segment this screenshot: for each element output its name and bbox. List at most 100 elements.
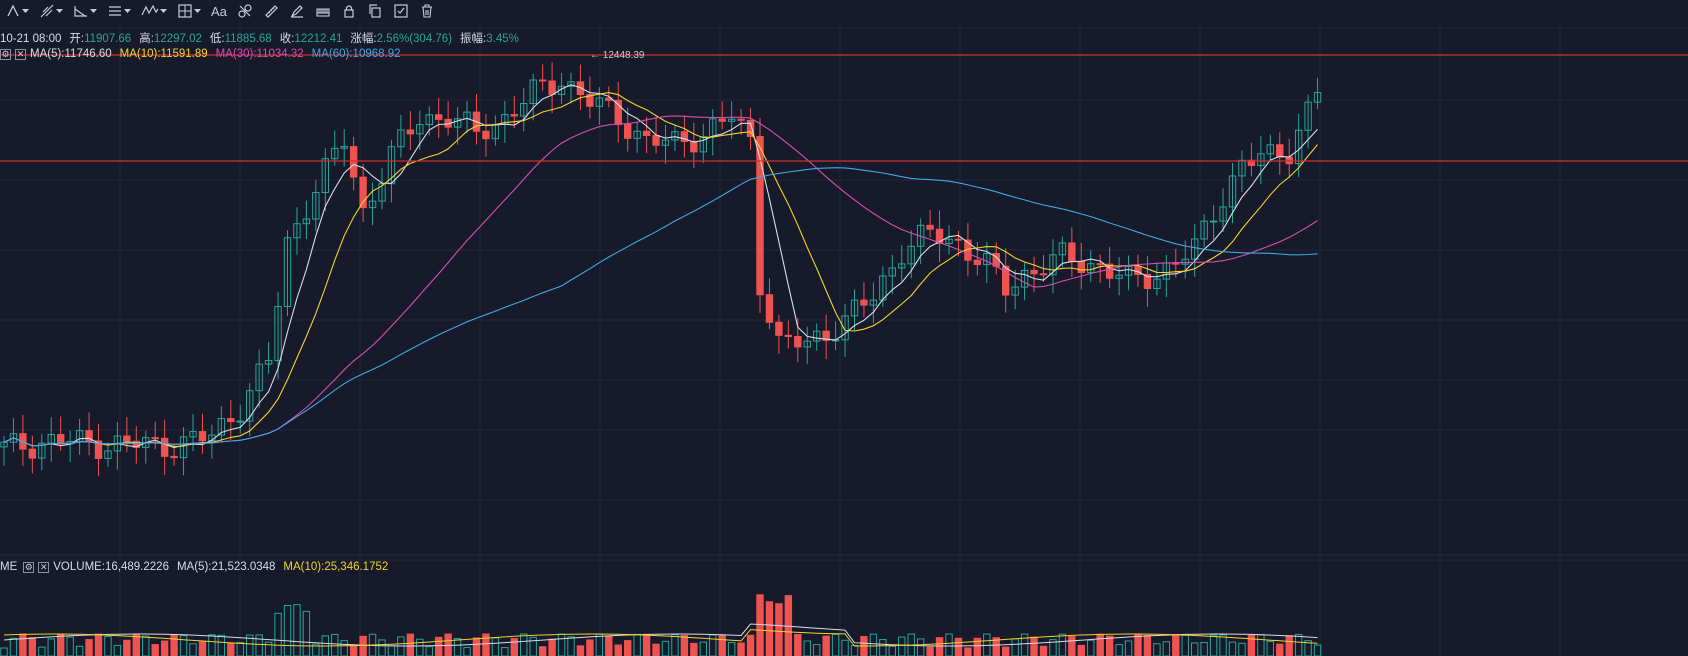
volume-bar bbox=[1209, 634, 1218, 656]
candle-body bbox=[482, 130, 490, 140]
volume-bar bbox=[888, 645, 896, 656]
max-price-marker: ← 12448.39 bbox=[590, 50, 645, 61]
candle-body bbox=[1058, 242, 1067, 256]
volume-bar bbox=[964, 647, 972, 656]
close-icon[interactable]: ✕ bbox=[15, 48, 26, 60]
volume-bar bbox=[1039, 645, 1048, 656]
ruler-tool[interactable] bbox=[258, 0, 284, 22]
volume-bar bbox=[1002, 646, 1010, 656]
candle-body bbox=[151, 437, 159, 440]
volume-bar bbox=[1011, 638, 1019, 656]
chevron-down-icon bbox=[124, 8, 131, 13]
chevron-down-icon bbox=[90, 8, 97, 13]
candle-body bbox=[652, 134, 660, 146]
volume-bar bbox=[916, 638, 925, 656]
candle-body bbox=[746, 119, 755, 138]
wave-tool[interactable] bbox=[136, 0, 172, 22]
candle-body bbox=[699, 136, 707, 153]
volume-bar bbox=[1304, 640, 1312, 656]
candle-body bbox=[642, 130, 651, 136]
candle-body bbox=[926, 224, 934, 230]
volume-bar bbox=[491, 637, 500, 656]
cursor-tool[interactable] bbox=[0, 0, 34, 22]
candle-body bbox=[727, 118, 736, 122]
volume-bar bbox=[208, 634, 216, 656]
amplitude-value: 3.45% bbox=[486, 33, 519, 45]
ohlc-info-bar: 10-21 08:00 开:11907.66 高:12297.02 低:11885.6… bbox=[0, 30, 519, 46]
candle-body bbox=[283, 237, 292, 308]
candle-body bbox=[1115, 274, 1123, 279]
volume-bar bbox=[387, 645, 396, 656]
candle-body bbox=[160, 437, 169, 457]
volume-bar bbox=[274, 612, 282, 656]
close-icon[interactable]: ✕ bbox=[38, 561, 50, 573]
magnet-tool[interactable] bbox=[310, 0, 336, 22]
high-value: 12297.02 bbox=[153, 33, 202, 45]
candle-body bbox=[312, 192, 320, 220]
wave-icon bbox=[141, 4, 159, 16]
volume-bar bbox=[189, 643, 197, 656]
candle-body bbox=[94, 440, 103, 459]
volume-bar bbox=[416, 638, 424, 656]
candle-body bbox=[850, 299, 859, 317]
volume-bar bbox=[75, 645, 84, 656]
volume-bar bbox=[170, 634, 178, 656]
measure-tool[interactable] bbox=[172, 0, 206, 22]
fib-tool[interactable] bbox=[102, 0, 136, 22]
candle-body bbox=[198, 431, 207, 442]
volume-bar bbox=[1257, 634, 1265, 656]
candle-body bbox=[1096, 263, 1104, 266]
candle-body bbox=[1257, 153, 1265, 166]
volume-bar bbox=[841, 639, 849, 656]
ma60-value: MA(60):10968.92 bbox=[311, 48, 401, 60]
show-hide-tool[interactable] bbox=[388, 0, 414, 22]
volume-bar bbox=[775, 603, 783, 656]
measure-grid-icon bbox=[178, 4, 192, 18]
volume-bar bbox=[406, 633, 415, 656]
candle-body bbox=[756, 136, 764, 296]
volume-bar bbox=[198, 641, 207, 656]
candle-body bbox=[822, 330, 830, 341]
volume-bar bbox=[1181, 634, 1189, 656]
angle-tool[interactable] bbox=[68, 0, 102, 22]
candle-body bbox=[123, 435, 131, 442]
volume-prefix: ME bbox=[0, 561, 18, 573]
candle-body bbox=[1266, 144, 1274, 155]
volume-bar bbox=[945, 633, 953, 656]
settings-icon[interactable]: ⚙ bbox=[23, 561, 35, 573]
candle-body bbox=[321, 158, 330, 194]
candle-body bbox=[1238, 159, 1246, 177]
brush-tool[interactable] bbox=[284, 0, 310, 22]
trash-tool[interactable] bbox=[414, 0, 440, 22]
candle-body bbox=[718, 118, 726, 122]
candle-body bbox=[794, 335, 802, 348]
candle-body bbox=[236, 420, 244, 423]
volume-bar bbox=[690, 642, 698, 656]
copy-tool[interactable] bbox=[362, 0, 388, 22]
trendline-tool[interactable] bbox=[34, 0, 68, 22]
lock-tool[interactable] bbox=[336, 0, 362, 22]
volume-bar bbox=[331, 633, 339, 656]
volume-bar bbox=[227, 642, 235, 656]
ma5-line bbox=[3, 84, 1318, 449]
candle-body bbox=[973, 259, 982, 266]
candle-body bbox=[1049, 254, 1057, 276]
volume-bar bbox=[160, 640, 169, 656]
candle-body bbox=[860, 299, 868, 306]
candle-body bbox=[189, 431, 197, 438]
text-tool[interactable]: Aa bbox=[206, 0, 232, 22]
settings-icon[interactable]: ⚙ bbox=[0, 48, 11, 60]
candle-body bbox=[784, 334, 793, 337]
volume-bar bbox=[340, 640, 348, 656]
pattern-tool[interactable] bbox=[232, 0, 258, 22]
volume-bar bbox=[661, 640, 670, 656]
volume-bar bbox=[1294, 633, 1303, 656]
volume-bar bbox=[954, 637, 963, 656]
volume-bar bbox=[19, 633, 27, 656]
candle-body bbox=[1143, 273, 1152, 289]
volume-bar bbox=[510, 638, 519, 656]
candle-body bbox=[1209, 220, 1218, 223]
volume-bar bbox=[614, 644, 622, 656]
candle-body bbox=[368, 200, 377, 209]
